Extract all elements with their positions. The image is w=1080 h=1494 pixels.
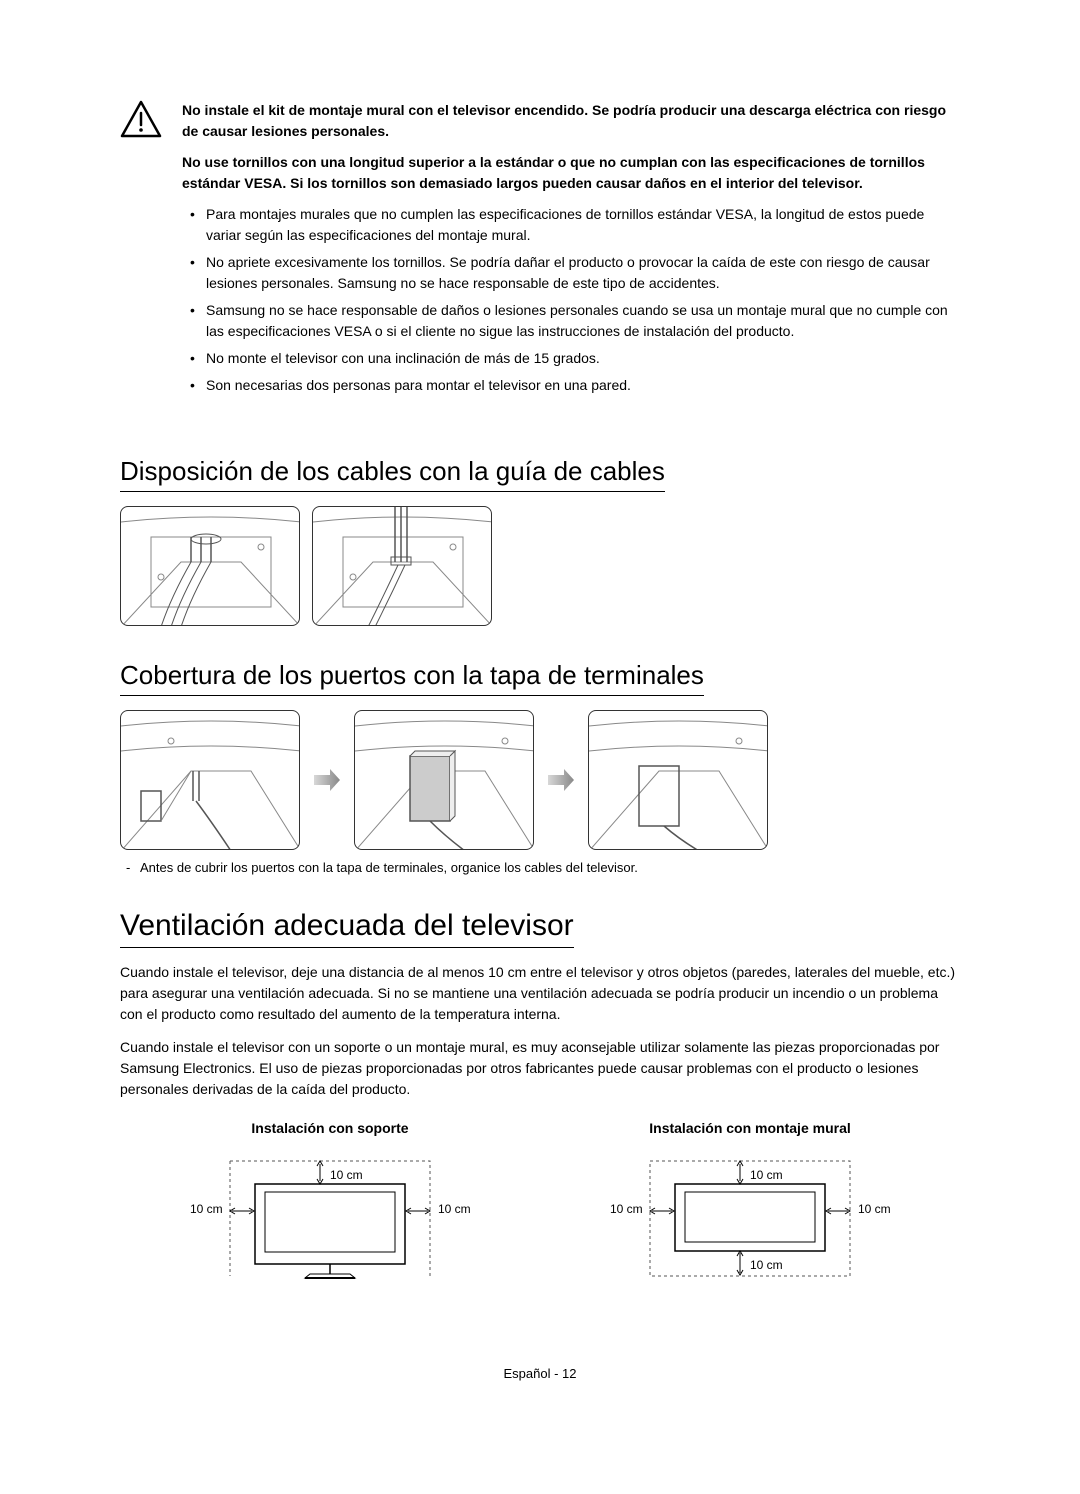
section-heading-terminals: Cobertura de los puertos con la tapa de … — [120, 660, 704, 696]
terminal-diagram-2 — [354, 710, 534, 850]
bullet-item: Samsung no se hace responsable de daños … — [182, 300, 960, 342]
dist-top: 10 cm — [330, 1168, 363, 1182]
arrow-icon — [546, 765, 576, 795]
dist-right: 10 cm — [858, 1202, 891, 1216]
dist-top: 10 cm — [750, 1168, 783, 1182]
dist-bottom: 10 cm — [750, 1258, 783, 1272]
bullet-item: No monte el televisor con una inclinació… — [182, 348, 960, 369]
warning-icon-wrap — [120, 100, 162, 402]
bullet-item: Son necesarias dos personas para montar … — [182, 375, 960, 396]
bullet-item: Para montajes murales que no cumplen las… — [182, 204, 960, 246]
warning-bullets: Para montajes murales que no cumplen las… — [182, 204, 960, 396]
dist-right: 10 cm — [438, 1202, 471, 1216]
cable-diagram-1 — [120, 506, 300, 626]
stand-install-col: Instalación con soporte — [160, 1120, 500, 1286]
terminal-diagram-1 — [120, 710, 300, 850]
ventilation-diagrams: Instalación con soporte — [120, 1120, 960, 1286]
terminal-diagram-row — [120, 710, 960, 850]
wall-diagram: 10 cm 10 cm 10 cm 10 cm — [580, 1146, 920, 1286]
section-heading-ventilation: Ventilación adecuada del televisor — [120, 909, 574, 948]
warning-icon — [120, 100, 162, 138]
warning-section: No instale el kit de montaje mural con e… — [120, 100, 960, 402]
dist-left: 10 cm — [190, 1202, 223, 1216]
warning-content: No instale el kit de montaje mural con e… — [182, 100, 960, 402]
cable-diagram-2 — [312, 506, 492, 626]
cable-diagram-row — [120, 506, 960, 626]
terminal-diagram-3 — [588, 710, 768, 850]
warning-text-1: No instale el kit de montaje mural con e… — [182, 100, 960, 142]
bullet-item: No apriete excesivamente los tornillos. … — [182, 252, 960, 294]
ventilation-para-2: Cuando instale el televisor con un sopor… — [120, 1037, 960, 1100]
wall-title: Instalación con montaje mural — [580, 1120, 920, 1136]
warning-text-2: No use tornillos con una longitud superi… — [182, 152, 960, 194]
page-footer: Español - 12 — [120, 1366, 960, 1381]
wall-install-col: Instalación con montaje mural — [580, 1120, 920, 1286]
dist-left: 10 cm — [610, 1202, 643, 1216]
stand-diagram: 10 cm 10 cm 10 cm — [160, 1146, 500, 1286]
terminal-note: Antes de cubrir los puertos con la tapa … — [120, 860, 960, 875]
ventilation-para-1: Cuando instale el televisor, deje una di… — [120, 962, 960, 1025]
arrow-icon — [312, 765, 342, 795]
stand-title: Instalación con soporte — [160, 1120, 500, 1136]
section-heading-cables: Disposición de los cables con la guía de… — [120, 456, 665, 492]
